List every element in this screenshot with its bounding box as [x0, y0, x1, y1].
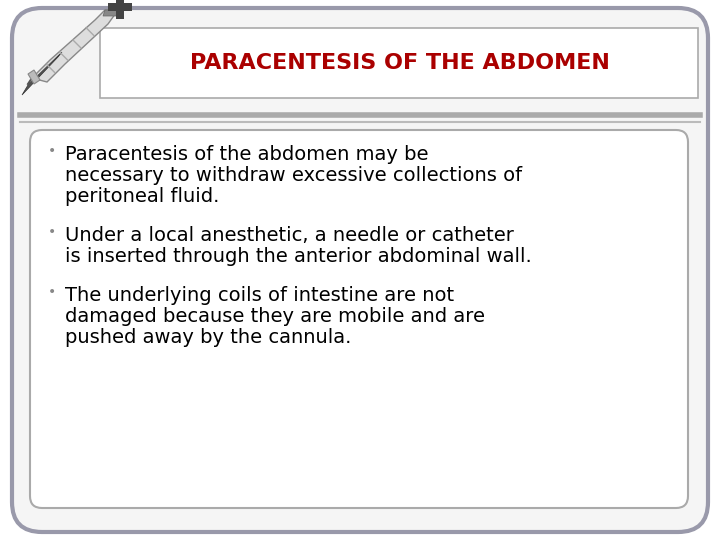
- Text: necessary to withdraw excessive collections of: necessary to withdraw excessive collecti…: [65, 166, 522, 185]
- Polygon shape: [28, 70, 40, 84]
- FancyBboxPatch shape: [100, 28, 698, 98]
- Text: Under a local anesthetic, a needle or catheter: Under a local anesthetic, a needle or ca…: [65, 226, 514, 245]
- Text: pushed away by the cannula.: pushed away by the cannula.: [65, 328, 351, 347]
- Text: •: •: [48, 285, 56, 299]
- Polygon shape: [32, 10, 118, 82]
- Polygon shape: [103, 10, 118, 16]
- Text: The underlying coils of intestine are not: The underlying coils of intestine are no…: [65, 286, 454, 305]
- Text: is inserted through the anterior abdominal wall.: is inserted through the anterior abdomin…: [65, 247, 532, 266]
- FancyBboxPatch shape: [30, 130, 688, 508]
- FancyBboxPatch shape: [116, 0, 124, 19]
- Polygon shape: [22, 52, 62, 95]
- Text: peritoneal fluid.: peritoneal fluid.: [65, 187, 220, 206]
- Text: damaged because they are mobile and are: damaged because they are mobile and are: [65, 307, 485, 326]
- Text: Paracentesis of the abdomen may be: Paracentesis of the abdomen may be: [65, 145, 428, 164]
- Text: •: •: [48, 144, 56, 158]
- FancyBboxPatch shape: [108, 3, 132, 11]
- FancyBboxPatch shape: [12, 8, 708, 532]
- Text: •: •: [48, 225, 56, 239]
- Text: PARACENTESIS OF THE ABDOMEN: PARACENTESIS OF THE ABDOMEN: [190, 53, 610, 73]
